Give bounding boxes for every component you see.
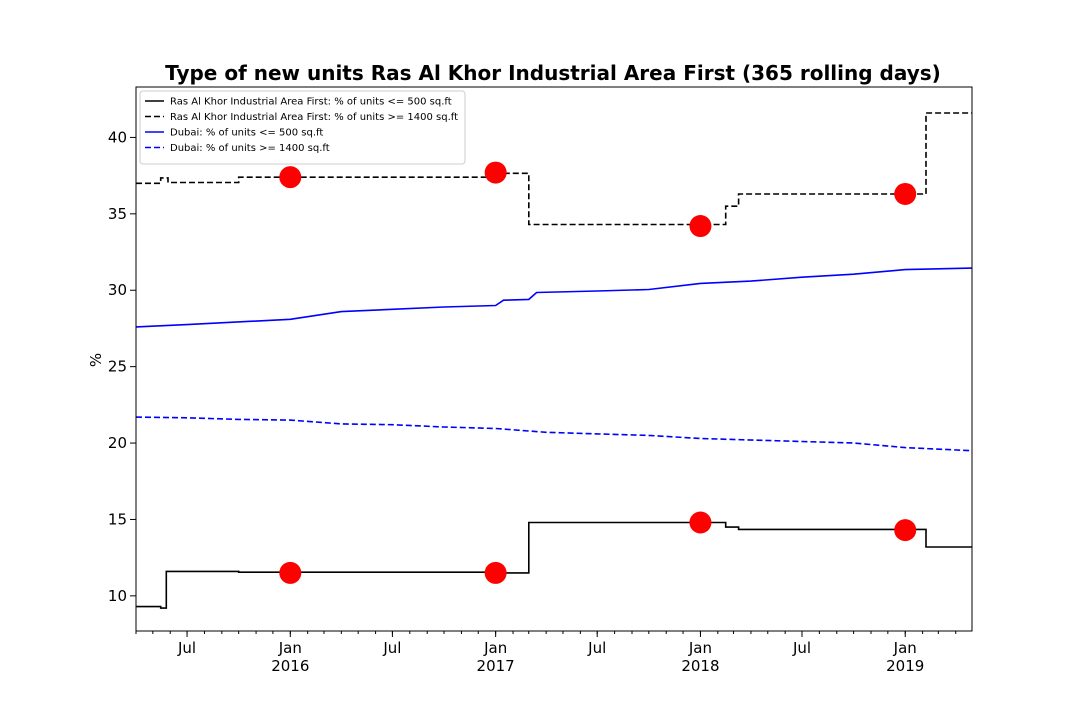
legend-box [139, 90, 466, 165]
marker-5 [484, 161, 507, 184]
series-line-1 [136, 112, 972, 226]
y-axis: 10 15 20 25 30 35 40 [108, 128, 136, 605]
x-tick-label-7: Jan [893, 639, 917, 657]
y-tick-label-6: 40 [108, 128, 127, 146]
legend-entry-1: Ras Al Khor Industrial Area First: % of … [170, 112, 458, 123]
x-tick-label-0: Jul [177, 639, 196, 657]
series-line-3 [135, 416, 973, 452]
x-tick-label-5: Jan [688, 639, 712, 657]
marker-3 [894, 519, 917, 542]
chart-title: Type of new units Ras Al Khor Industrial… [165, 61, 941, 85]
y-tick-label-5: 35 [108, 205, 127, 223]
legend-entry-3: Dubai: % of units >= 1400 sq.ft [170, 143, 330, 154]
marker-2 [689, 511, 712, 534]
x-tick-label-1: Jan [278, 639, 302, 657]
series-line-2 [135, 267, 973, 328]
plot-frame [135, 86, 973, 632]
y-tick-label-2: 20 [108, 434, 127, 452]
x-tick-year-7: 2019 [886, 657, 924, 675]
y-tick-label-0: 10 [108, 587, 127, 605]
x-tick-label-4: Jul [587, 639, 606, 657]
marker-7 [894, 182, 917, 205]
x-tick-label-3: Jan [483, 639, 507, 657]
marker-0 [279, 561, 302, 584]
y-tick-label-3: 25 [108, 358, 127, 376]
x-tick-year-3: 2017 [477, 657, 515, 675]
y-axis-label: % [87, 353, 105, 367]
marker-4 [279, 166, 302, 189]
marker-1 [484, 561, 507, 584]
marker-6 [689, 215, 712, 238]
legend-entry-2: Dubai: % of units <= 500 sq.ft [170, 128, 323, 139]
legend-entry-0: Ras Al Khor Industrial Area First: % of … [170, 97, 452, 108]
x-tick-year-1: 2016 [271, 657, 309, 675]
legend: Ras Al Khor Industrial Area First: % of … [139, 90, 466, 165]
x-tick-label-2: Jul [382, 639, 401, 657]
x-tick-year-5: 2018 [681, 657, 719, 675]
x-tick-label-6: Jul [792, 639, 811, 657]
y-tick-label-1: 15 [108, 510, 127, 528]
series-line-0 [136, 521, 972, 609]
plot-area [135, 112, 973, 609]
y-tick-label-4: 30 [108, 281, 127, 299]
